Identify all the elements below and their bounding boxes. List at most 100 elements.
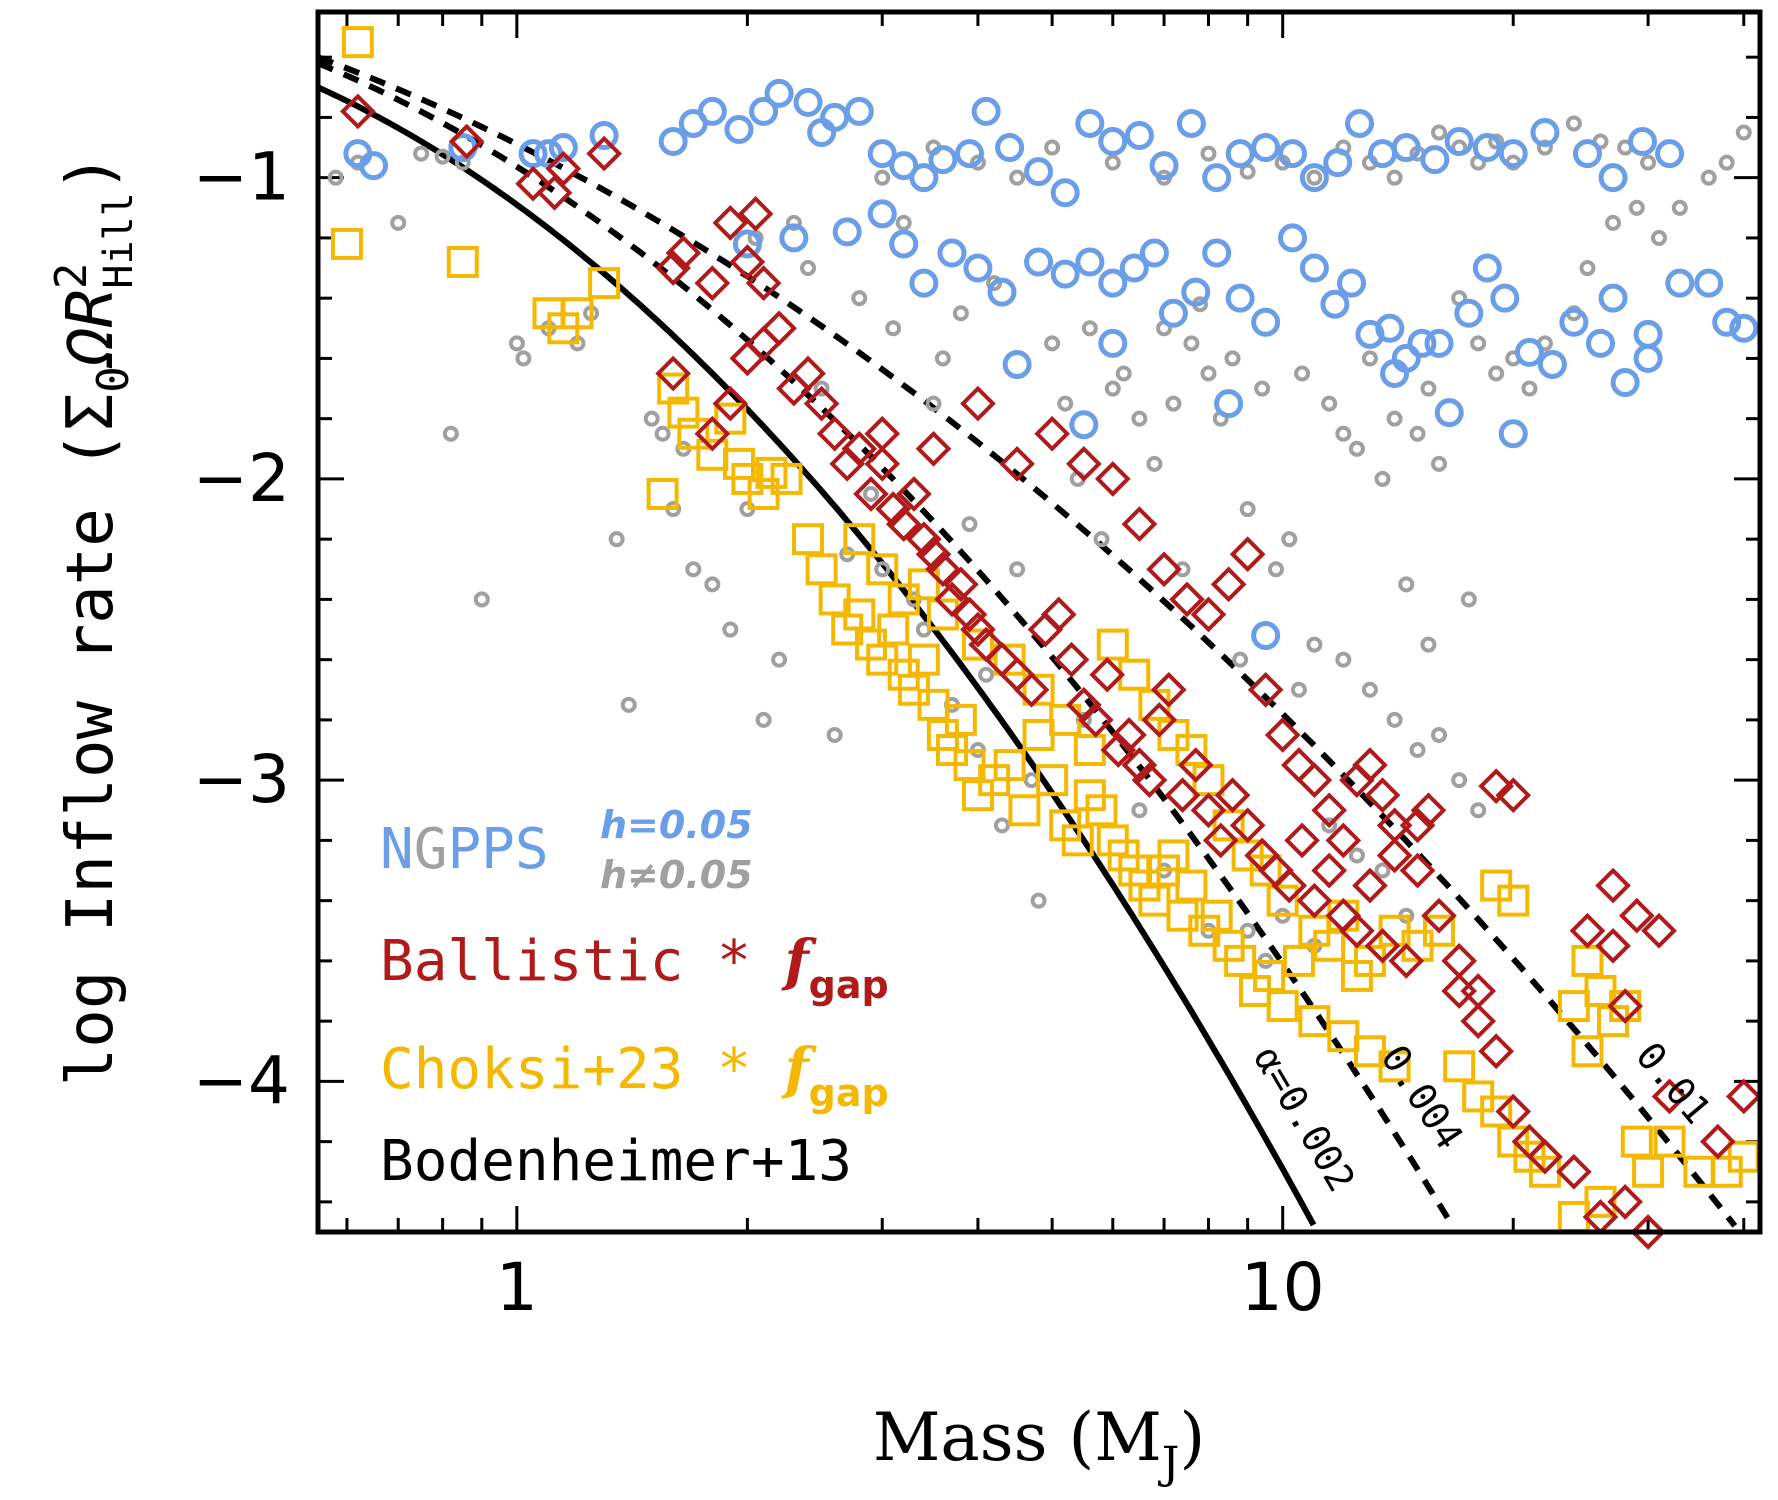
point-ngpps-other: [1628, 199, 1645, 216]
point-ngpps-other: [1361, 350, 1378, 367]
point-ngpps-h005: [971, 96, 1001, 126]
point-ballistic: [1421, 897, 1457, 934]
point-ballistic: [1202, 822, 1239, 859]
point-ballistic: [1094, 461, 1131, 497]
point-choksi: [341, 26, 374, 59]
point-ngpps-h005: [749, 96, 779, 126]
point-ballistic: [1281, 747, 1317, 783]
point-ngpps-h005: [1251, 307, 1281, 337]
point-ngpps-h005: [1490, 283, 1520, 313]
point-ballistic: [665, 235, 702, 271]
y-axis-title-mid: ΩR: [54, 289, 128, 369]
point-ngpps-other: [862, 485, 879, 502]
point-ballistic: [1388, 943, 1425, 979]
point-ballistic: [536, 174, 573, 211]
point-ngpps-h005: [955, 139, 985, 169]
point-ngpps-h005: [1375, 313, 1405, 343]
point-ballistic: [951, 596, 988, 633]
point-ballistic: [1527, 1138, 1563, 1175]
point-ngpps-other: [442, 425, 459, 442]
point-choksi: [561, 297, 594, 330]
point-choksi: [1073, 734, 1106, 767]
point-ngpps-other: [1232, 651, 1249, 668]
point-ngpps-other: [1104, 380, 1121, 397]
point-ballistic: [1441, 973, 1478, 1009]
point-ballistic: [829, 446, 866, 482]
y-axis-title-sub2: Hill: [96, 192, 142, 288]
point-ngpps-h005: [1712, 307, 1742, 337]
point-ngpps-other: [1348, 440, 1365, 457]
tick-labels: 1 10 −1 −2 −3 −4: [193, 139, 1325, 1326]
point-ballistic: [816, 415, 853, 452]
point-ngpps-other: [413, 145, 430, 162]
point-ballistic: [960, 611, 996, 648]
point-ngpps-other: [722, 621, 739, 638]
legend-ballistic-gap: gap: [809, 963, 889, 1007]
point-choksi: [877, 613, 910, 646]
point-ballistic: [1258, 852, 1294, 889]
point-ngpps-h005: [1434, 398, 1464, 428]
point-ballistic: [1478, 1033, 1514, 1070]
point-ngpps-other: [1290, 681, 1307, 698]
point-ngpps-other: [1420, 380, 1437, 397]
point-ngpps-other: [434, 148, 451, 165]
point-ballistic: [515, 165, 551, 202]
point-choksi: [1175, 734, 1208, 767]
point-ngpps-h005: [1585, 328, 1615, 358]
point-ngpps-h005: [764, 78, 794, 108]
legend-choksi: Choksi+23 * fgap: [380, 1036, 889, 1115]
point-ngpps-h005: [1598, 283, 1628, 313]
point-ngpps-h005: [1299, 253, 1329, 283]
point-ngpps-other: [978, 666, 995, 683]
point-ballistic: [1034, 415, 1070, 452]
point-ngpps-other: [608, 531, 625, 548]
point-ballistic: [1595, 927, 1631, 964]
point-ballistic: [1399, 852, 1436, 889]
point-ngpps-h005: [1124, 121, 1154, 151]
point-ngpps-other: [1335, 651, 1352, 668]
point-ballistic: [864, 415, 901, 452]
point-ngpps-h005: [1559, 307, 1589, 337]
point-ngpps-other: [1131, 802, 1148, 819]
point-ballistic: [1214, 777, 1251, 814]
point-ballistic: [1339, 912, 1375, 949]
point-ballistic: [1146, 551, 1182, 588]
point-ngpps-other: [1420, 636, 1437, 653]
point-ballistic: [448, 123, 485, 160]
legend-ngpps-g: G: [414, 817, 448, 882]
point-ngpps-h005: [548, 133, 578, 163]
point-ballistic: [1284, 822, 1320, 859]
point-ballistic: [864, 446, 901, 482]
point-ngpps-h005: [820, 102, 850, 132]
point-ballistic: [1460, 1003, 1497, 1039]
point-choksi: [1249, 854, 1282, 887]
point-ballistic: [1271, 867, 1308, 904]
plot-frame: [315, 9, 1763, 1235]
point-ngpps-h005: [1498, 139, 1528, 169]
point-ngpps-h005: [1633, 343, 1663, 373]
point-ngpps-other: [851, 290, 868, 307]
point-ngpps-other: [1398, 576, 1415, 593]
point-ngpps-h005: [1729, 313, 1759, 343]
point-ballistic: [737, 195, 774, 232]
point-ngpps-h005: [1498, 419, 1528, 449]
point-ngpps-other: [885, 320, 902, 337]
point-ngpps-other: [755, 711, 772, 728]
point-ngpps-h005: [779, 223, 809, 253]
point-ngpps-other: [515, 350, 532, 367]
point-ngpps-h005: [1225, 283, 1255, 313]
point-ngpps-h005: [963, 253, 993, 283]
point-ballistic: [1376, 837, 1413, 874]
point-ballistic: [655, 355, 691, 392]
point-ngpps-other: [1451, 772, 1468, 789]
point-ngpps-h005: [1454, 298, 1484, 328]
legend-choksi-label: Choksi+23 *: [380, 1037, 785, 1102]
point-ngpps-other: [747, 229, 764, 246]
point-ngpps-other: [1386, 169, 1403, 186]
point-ballistic: [655, 250, 691, 286]
point-ngpps-h005: [724, 114, 754, 144]
curve-alpha-0.002: [316, 84, 1317, 1227]
point-ngpps-h005: [1472, 133, 1502, 163]
point-ngpps-h005: [1002, 349, 1032, 379]
x-tick-label: 1: [496, 1249, 538, 1326]
